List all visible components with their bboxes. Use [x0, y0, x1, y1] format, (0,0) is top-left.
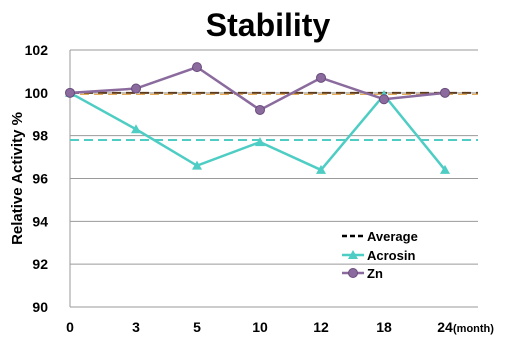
data-point-acrosin — [316, 164, 326, 174]
series-line-acrosin — [69, 91, 446, 172]
y-tick-label: 96 — [32, 171, 48, 187]
x-unit-label: (month) — [453, 323, 494, 335]
average-lines — [70, 91, 478, 141]
data-point-zn — [65, 87, 75, 98]
y-tick-label: 100 — [25, 85, 49, 101]
y-axis-label: Relative Activity % — [9, 112, 26, 245]
data-point-zn — [131, 83, 141, 94]
legend-acrosin-marker — [348, 250, 358, 259]
y-tick-label: 94 — [32, 213, 48, 229]
legend-label: Zn — [367, 266, 383, 281]
y-tick-label: 90 — [32, 299, 48, 315]
legend-label: Acrosin — [367, 248, 415, 263]
data-point-acrosin — [192, 160, 202, 170]
legend-zn-marker — [348, 268, 358, 278]
data-point-zn — [440, 87, 450, 98]
x-tick-label: 0 — [66, 319, 74, 335]
data-point-acrosin — [440, 164, 450, 174]
x-tick-label: 5 — [193, 319, 201, 335]
y-tick-label: 102 — [25, 42, 49, 58]
data-point-acrosin — [131, 124, 141, 134]
y-tick-label: 98 — [32, 128, 48, 144]
x-tick-label: 24 — [437, 319, 453, 335]
x-tick-label: 12 — [313, 319, 329, 335]
chart-title: Stability — [206, 7, 331, 43]
legend: Average Acrosin Zn — [342, 229, 418, 281]
data-point-zn — [316, 72, 326, 83]
x-tick-label: 3 — [132, 319, 140, 335]
y-tick-label: 92 — [32, 256, 48, 272]
x-tick-label: 18 — [376, 319, 392, 335]
x-tick-label: 10 — [252, 319, 268, 335]
legend-label: Average — [367, 229, 418, 244]
series-lines — [65, 62, 450, 174]
data-point-zn — [255, 104, 265, 115]
data-point-zn — [192, 62, 202, 73]
data-point-acrosin — [255, 137, 265, 147]
axis-ticks: 90 92 94 96 98 100 102 0 3 5 10 12 18 24 (month) — [25, 42, 495, 335]
data-point-zn — [379, 94, 389, 105]
series-line-zn — [69, 65, 446, 112]
